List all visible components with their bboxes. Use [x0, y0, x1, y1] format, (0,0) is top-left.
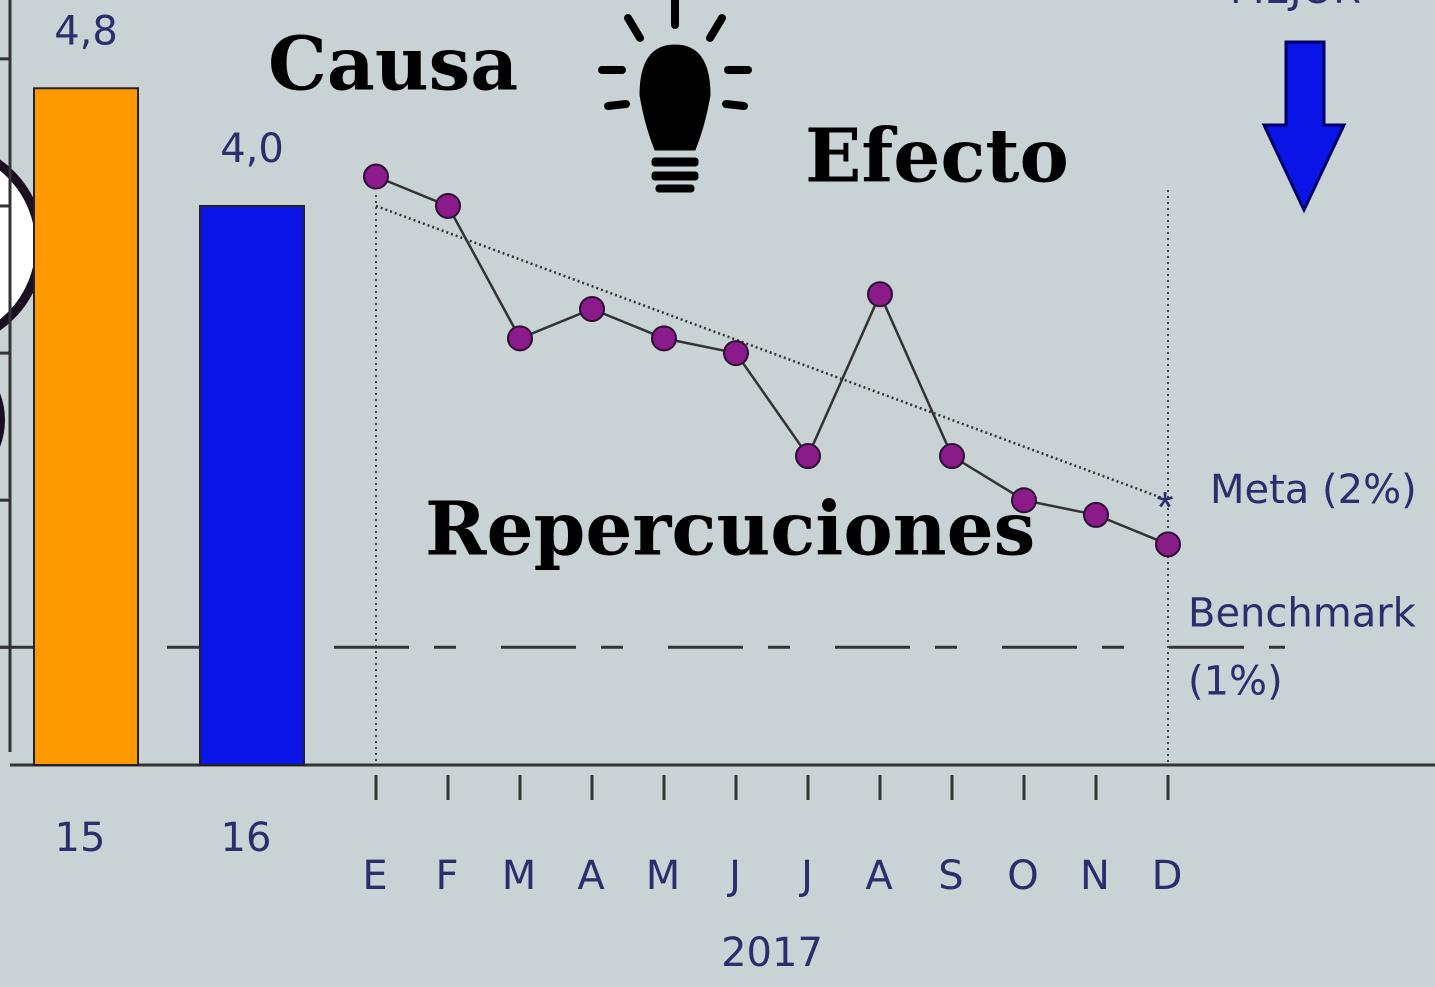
bar-value-label: 4,8 [54, 8, 118, 54]
target-label: Meta (2%) [1210, 467, 1417, 513]
cropped-circle [0, 393, 5, 447]
data-point [507, 325, 533, 352]
better-label: MEJOR [1230, 0, 1361, 13]
x-tick-label: S [938, 853, 965, 899]
x-axis-label: 2017 [721, 930, 823, 976]
x-tick-label: M [646, 853, 683, 899]
x-tick-label: O [1007, 853, 1040, 899]
x-tick-label: 16 [221, 815, 272, 861]
data-point [795, 443, 821, 470]
impact-label: Repercuciones [425, 487, 1035, 573]
x-tick-label: F [435, 853, 460, 899]
cause-label: Causa [268, 22, 518, 108]
trend-line [375, 204, 1169, 502]
data-point [1011, 487, 1037, 514]
x-tick-label: J [798, 853, 815, 899]
x-tick-label: A [865, 853, 894, 899]
data-point [867, 281, 893, 308]
data-point [651, 325, 677, 352]
x-tick-label: E [362, 853, 389, 899]
data-point [435, 192, 461, 219]
benchmark-label: Benchmark [1188, 590, 1417, 636]
x-tick-label: J [726, 853, 743, 899]
data-point [363, 163, 389, 190]
x-tick-label: A [577, 853, 606, 899]
bar [33, 87, 139, 767]
data-point [939, 443, 965, 470]
data-point [1083, 501, 1109, 528]
data-point [1155, 531, 1181, 558]
data-point [723, 340, 749, 367]
down-arrow [1261, 40, 1347, 214]
effect-label: Efecto [805, 114, 1069, 200]
x-tick-label: 15 [55, 815, 106, 861]
target-marker: * [1156, 483, 1173, 532]
x-tick-label: D [1152, 853, 1185, 899]
bar [199, 204, 305, 766]
x-tick-label: N [1080, 853, 1112, 899]
lightbulb [598, 0, 752, 193]
data-point [579, 295, 605, 322]
x-tick-label: M [502, 853, 539, 899]
benchmark-label: (1%) [1188, 658, 1283, 704]
bar-value-label: 4,0 [220, 126, 284, 172]
